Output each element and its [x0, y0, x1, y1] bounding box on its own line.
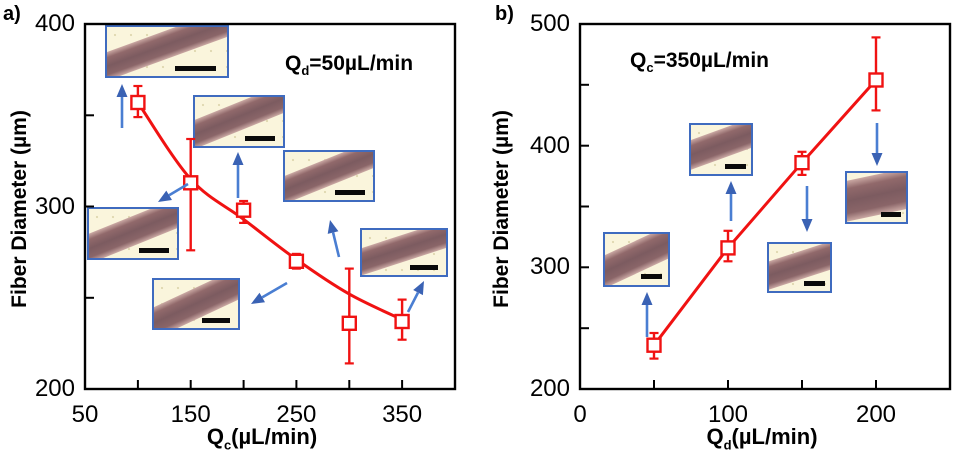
- flow-rate-annotation-a: Qd=50µL/min: [285, 52, 413, 78]
- y-tick-label: 300: [34, 192, 75, 220]
- y-tick-label: 400: [529, 131, 570, 159]
- x-title-a-base: Q: [206, 424, 224, 449]
- y-tick-label: 200: [529, 375, 570, 402]
- y-tick-label: 300: [529, 253, 570, 281]
- annotation-b-sub: c: [646, 60, 654, 76]
- y-tick-label: 500: [529, 10, 570, 37]
- flow-rate-annotation-b: Qc=350µL/min: [630, 49, 769, 75]
- x-title-b-base: Q: [706, 424, 724, 449]
- x-tick-label: 200: [855, 401, 897, 428]
- x-tick-label: 350: [382, 401, 423, 428]
- x-title-b-sub: d: [723, 437, 732, 452]
- x-tick-label: 0: [573, 401, 587, 428]
- y-axis-title-a: Fiber Diameter (µm): [8, 110, 31, 308]
- x-title-a-sub: c: [223, 437, 232, 452]
- annotation-b-rest: =350µL/min: [653, 49, 769, 72]
- y-tick-label: 400: [34, 10, 75, 37]
- x-tick-label: 100: [707, 401, 749, 428]
- y-axis-title-b: Fiber Diameter (µm): [490, 110, 513, 308]
- x-tick-label: 50: [71, 401, 99, 428]
- annotation-a-base: Q: [285, 52, 302, 75]
- x-tick-label: 150: [170, 401, 211, 428]
- x-title-b-rest: (µL/min): [731, 424, 818, 449]
- x-tick-label: 250: [276, 401, 317, 428]
- annotation-a-rest: =50µL/min: [309, 52, 414, 75]
- annotation-b-base: Q: [630, 49, 647, 72]
- x-axis-title-a: Qc(µL/min): [142, 424, 382, 452]
- x-axis-title-b: Qd(µL/min): [642, 424, 882, 452]
- panel-a-label: a): [3, 3, 21, 25]
- panel-b-label: b): [495, 3, 514, 25]
- annotation-a-sub: d: [301, 63, 310, 79]
- x-title-a-rest: (µL/min): [231, 424, 318, 449]
- y-tick-label: 200: [34, 375, 75, 402]
